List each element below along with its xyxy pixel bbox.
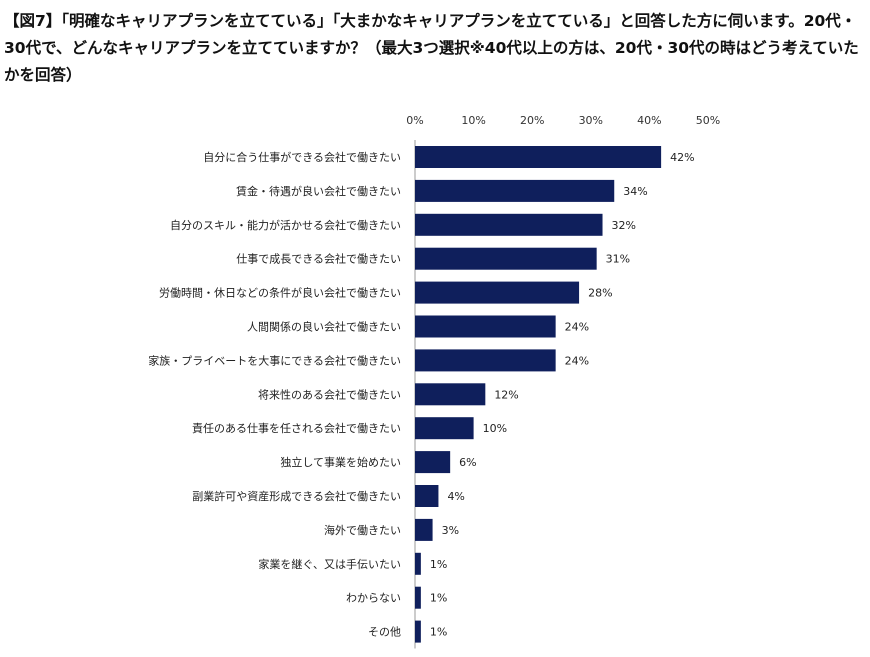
category-label: 自分に合う仕事ができる会社で働きたい: [203, 150, 401, 164]
category-label: 家族・プライベートを大事にできる会社で働きたい: [148, 353, 401, 367]
value-label: 42%: [670, 151, 694, 164]
chart-title: 【図7】「明確なキャリアプランを立てている」「大まかなキャリアプランを立てている…: [4, 12, 859, 84]
value-label: 3%: [442, 524, 459, 537]
bar-row: 人間関係の良い会社で働きたい 24%: [247, 315, 589, 338]
bar: [415, 383, 486, 406]
category-label: 仕事で成長できる会社で働きたい: [236, 252, 401, 266]
bar-row: 副業許可や資産形成できる会社で働きたい 4%: [192, 485, 465, 507]
bar: [415, 247, 597, 270]
x-tick-label: 10%: [461, 114, 485, 127]
bar: [415, 586, 421, 609]
bar: [415, 451, 451, 474]
value-label: 32%: [612, 219, 636, 232]
bar: [415, 518, 433, 541]
bar-row: 将来性のある会社で働きたい 12%: [258, 383, 519, 406]
bar-row: 家族・プライベートを大事にできる会社で働きたい 24%: [148, 349, 589, 372]
category-label: その他: [368, 626, 401, 639]
value-label: 28%: [588, 287, 612, 300]
bar: [415, 417, 474, 440]
bar-row: 責任のある仕事を任される会社で働きたい 10%: [192, 417, 507, 440]
bar-row: 自分に合う仕事ができる会社で働きたい 42%: [203, 146, 695, 168]
bar-row: 自分のスキル・能力が活かせる会社で働きたい 32%: [170, 213, 636, 236]
bar: [415, 146, 662, 168]
x-tick-label: 30%: [579, 114, 603, 127]
bar-row: 賃金・待遇が良い会社で働きたい 34%: [236, 179, 648, 202]
value-label: 12%: [494, 388, 518, 401]
value-label: 24%: [565, 321, 589, 334]
bar: [415, 213, 603, 236]
category-label: 家業を継ぐ、又は手伝いたい: [258, 557, 401, 571]
category-label: 人間関係の良い会社で働きたい: [247, 320, 401, 334]
category-label: 海外で働きたい: [324, 523, 401, 537]
value-label: 4%: [447, 490, 464, 503]
category-label: 責任のある仕事を任される会社で働きたい: [192, 421, 401, 435]
x-tick-label: 50%: [696, 114, 720, 127]
value-label: 1%: [430, 626, 447, 639]
category-label: 副業許可や資産形成できる会社で働きたい: [192, 489, 401, 503]
value-label: 1%: [430, 592, 447, 605]
bar-row: 独立して事業を始めたい 6%: [280, 451, 477, 474]
bar: [415, 281, 580, 304]
category-label: 独立して事業を始めたい: [280, 455, 401, 469]
x-axis-ticks: 0% 10% 20% 30% 40% 50%: [406, 114, 720, 127]
bar-row: 家業を継ぐ、又は手伝いたい 1%: [258, 552, 447, 575]
value-label: 6%: [459, 456, 476, 469]
category-label: 賃金・待遇が良い会社で働きたい: [236, 184, 401, 198]
value-label: 10%: [483, 422, 507, 435]
category-label: 自分のスキル・能力が活かせる会社で働きたい: [170, 218, 401, 232]
bar-row: 労働時間・休日などの条件が良い会社で働きたい 28%: [159, 281, 613, 304]
value-label: 34%: [623, 185, 647, 198]
bar-row: わからない 1%: [346, 586, 447, 609]
bar: [415, 552, 421, 575]
x-tick-label: 0%: [406, 114, 423, 127]
bar-row: 海外で働きたい 3%: [324, 518, 459, 541]
bar: [415, 349, 556, 372]
value-label: 1%: [430, 558, 447, 571]
x-tick-label: 20%: [520, 114, 544, 127]
bar: [415, 179, 615, 202]
category-label: 将来性のある会社で働きたい: [258, 387, 401, 401]
value-label: 31%: [606, 253, 630, 266]
category-label: 労働時間・休日などの条件が良い会社で働きたい: [159, 286, 401, 300]
x-tick-label: 40%: [637, 114, 661, 127]
bar-row: その他 1%: [368, 620, 447, 643]
value-label: 24%: [565, 354, 589, 367]
bar: [415, 620, 421, 643]
bar: [415, 315, 556, 338]
bar: [415, 485, 439, 507]
bar-row: 仕事で成長できる会社で働きたい 31%: [236, 247, 630, 270]
bar-rows: 自分に合う仕事ができる会社で働きたい 42% 賃金・待遇が良い会社で働きたい 34% 自…: [148, 146, 695, 643]
category-label: わからない: [346, 592, 401, 605]
